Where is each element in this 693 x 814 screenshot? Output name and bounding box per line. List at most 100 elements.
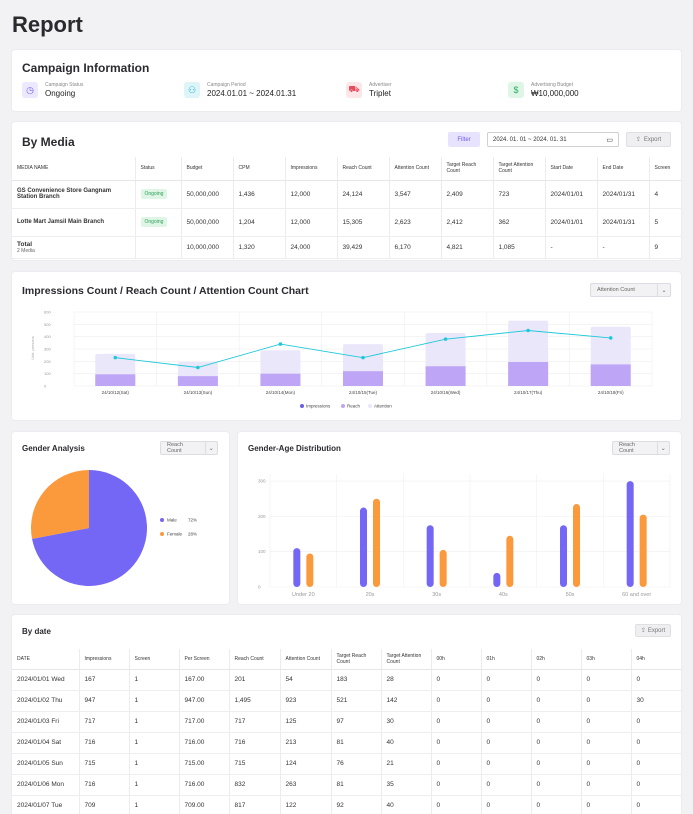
upload-icon: ⇪ bbox=[640, 628, 646, 634]
table-cell: 0 bbox=[531, 690, 582, 712]
female-bar bbox=[573, 504, 580, 587]
table-row[interactable]: GS Convenience Store Gangnam Station Bra… bbox=[12, 180, 681, 209]
table-cell: 709.00 bbox=[179, 795, 230, 814]
table-cell: 832 bbox=[229, 774, 281, 796]
male-bar bbox=[426, 525, 434, 587]
campaign-info-item: ⚇ Campaign Period 2024.01.01 ~ 2024.01.31 bbox=[184, 82, 296, 98]
column-header[interactable]: Target Attention Count bbox=[381, 649, 432, 670]
table-row[interactable]: 2024/01/07 Tue 709 1 709.00 817 122 92 40 0 0 0 0 0 bbox=[12, 795, 681, 814]
column-header[interactable]: Attention Count bbox=[389, 157, 442, 181]
column-header[interactable]: 00h bbox=[431, 649, 482, 670]
table-cell: 0 bbox=[531, 669, 582, 691]
table-row[interactable]: 2024/01/03 Fri 717 1 717.00 717 125 97 30 0 0 0 0 0 bbox=[12, 711, 681, 733]
export-label: Export bbox=[647, 627, 666, 634]
table-cell: 1,495 bbox=[229, 690, 281, 712]
export-button[interactable]: ⇪ Export bbox=[626, 132, 671, 147]
table-cell: 92 bbox=[331, 795, 382, 814]
column-header[interactable]: Start Date bbox=[545, 157, 598, 181]
media-table: MEDIA NAME Status Budget CPM Impressions Reac… bbox=[12, 157, 681, 259]
pie-slice-female bbox=[30, 470, 89, 539]
column-header[interactable]: MEDIA NAME bbox=[12, 157, 136, 181]
table-cell: 35 bbox=[381, 774, 432, 796]
gender-reach-select[interactable]: Reach Count ⌄ bbox=[160, 441, 218, 455]
table-cell: 2,623 bbox=[389, 208, 442, 237]
total-cell: 39,429 bbox=[337, 236, 390, 259]
table-cell: 97 bbox=[331, 711, 382, 733]
table-cell: 50,000,000 bbox=[181, 208, 234, 237]
legend-label: Reach bbox=[347, 404, 361, 409]
column-header[interactable]: Target Attention Count bbox=[493, 157, 546, 181]
table-cell: 1 bbox=[129, 774, 180, 796]
column-header[interactable]: Reach Count bbox=[229, 649, 281, 670]
filter-button[interactable]: Filter bbox=[448, 132, 480, 147]
page-title: Report bbox=[12, 12, 83, 37]
total-row: Total 2 Media 10,000,000 1,320 24,000 39,429 6… bbox=[12, 236, 681, 259]
column-header[interactable]: Screen bbox=[649, 157, 681, 181]
column-header[interactable]: 01h bbox=[481, 649, 532, 670]
table-row[interactable]: 2024/01/02 Thu 947 1 947.00 1,495 923 521 142 0 0… bbox=[12, 690, 681, 712]
select-value: Reach Count bbox=[161, 442, 206, 454]
table-cell: 12,000 bbox=[285, 208, 338, 237]
date-cell: 2024/01/03 Fri bbox=[12, 711, 80, 733]
column-header[interactable]: 04h bbox=[631, 649, 681, 670]
select-value: Attention Count bbox=[591, 284, 658, 296]
table-cell: 0 bbox=[431, 669, 482, 691]
column-header[interactable]: Per Screen bbox=[179, 649, 230, 670]
table-cell: 0 bbox=[531, 732, 582, 754]
campaign-info-title: Campaign Information bbox=[22, 61, 150, 75]
column-header[interactable]: Status bbox=[135, 157, 182, 181]
attention-count-select[interactable]: Attention Count ⌄ bbox=[590, 283, 671, 297]
table-cell: 5 bbox=[649, 208, 681, 237]
total-label: Total bbox=[17, 240, 33, 248]
male-bar bbox=[360, 507, 367, 587]
date-cell: 2024/01/04 Sat bbox=[12, 732, 80, 754]
x-tick-label: 20s bbox=[366, 592, 375, 598]
table-row[interactable]: 2024/01/05 Sun 715 1 715.00 715 124 76 21 0 0 0 0 0 bbox=[12, 753, 681, 775]
column-header[interactable]: End Date bbox=[597, 157, 650, 181]
column-header[interactable]: Screen bbox=[129, 649, 180, 670]
column-header[interactable]: Target Reach Count bbox=[331, 649, 382, 670]
status-badge: Ongoing bbox=[140, 189, 168, 199]
table-row[interactable]: Lotte Mart Jamsil Main Branch Ongoing 50,0… bbox=[12, 208, 681, 237]
total-cell: 6,170 bbox=[389, 236, 442, 259]
column-header[interactable]: Attention Count bbox=[280, 649, 332, 670]
x-tick-label: Under 20 bbox=[292, 592, 315, 598]
column-header[interactable]: Budget bbox=[181, 157, 234, 181]
column-header[interactable]: 03h bbox=[581, 649, 632, 670]
date-range-input[interactable]: 2024. 01. 01 ~ 2024. 01. 31 ▭ bbox=[487, 132, 619, 147]
table-cell: 0 bbox=[631, 774, 681, 796]
gender-age-reach-select[interactable]: Reach Count ⌄ bbox=[612, 441, 670, 455]
column-header[interactable]: Reach Count bbox=[337, 157, 390, 181]
table-row[interactable]: 2024/01/01 Wed 167 1 167.00 201 54 183 28 0 0 0 0 0 bbox=[12, 669, 681, 691]
table-cell: 263 bbox=[280, 774, 332, 796]
column-header[interactable]: Target Reach Count bbox=[441, 157, 494, 181]
impressions-chart-svg: Unit: persons 600 500 400 300 200 100 0 24/10/12… bbox=[30, 310, 653, 409]
column-header[interactable]: Impressions bbox=[285, 157, 338, 181]
female-bar bbox=[306, 553, 314, 587]
y-tick-label: 500 bbox=[44, 322, 51, 327]
column-header[interactable]: DATE bbox=[12, 649, 80, 670]
select-value: Reach Count bbox=[613, 442, 658, 454]
table-cell: 715.00 bbox=[179, 753, 230, 775]
legend-marker bbox=[160, 518, 164, 522]
table-cell: 947.00 bbox=[179, 690, 230, 712]
campaign-info-value: 2024.01.01 ~ 2024.01.31 bbox=[207, 89, 297, 98]
date-export-button[interactable]: ⇪ Export bbox=[635, 624, 671, 637]
table-cell: 0 bbox=[481, 774, 532, 796]
column-header[interactable]: 02h bbox=[531, 649, 582, 670]
y-tick-label: 300 bbox=[258, 479, 266, 484]
campaign-info-value: Triplet bbox=[369, 89, 391, 98]
table-row[interactable]: 2024/01/06 Mon 716 1 716.00 832 263 81 35 0 0 0 0 0 bbox=[12, 774, 681, 796]
date-table-wrap: DATE Impressions Screen Per Screen Reach Cou… bbox=[12, 649, 681, 814]
column-header[interactable]: CPM bbox=[233, 157, 286, 181]
table-row[interactable]: 2024/01/04 Sat 716 1 716.00 716 213 81 40 0 0 0 0 0 bbox=[12, 732, 681, 754]
legend-marker bbox=[160, 532, 164, 536]
y-tick-label: 100 bbox=[258, 549, 266, 554]
column-header[interactable]: Impressions bbox=[79, 649, 130, 670]
table-cell: 2,412 bbox=[441, 208, 494, 237]
legend-marker bbox=[300, 404, 304, 408]
table-cell: 40 bbox=[381, 732, 432, 754]
legend-label: Male bbox=[167, 518, 177, 523]
date-cell: 2024/01/07 Tue bbox=[12, 795, 80, 814]
table-cell: 0 bbox=[631, 669, 681, 691]
